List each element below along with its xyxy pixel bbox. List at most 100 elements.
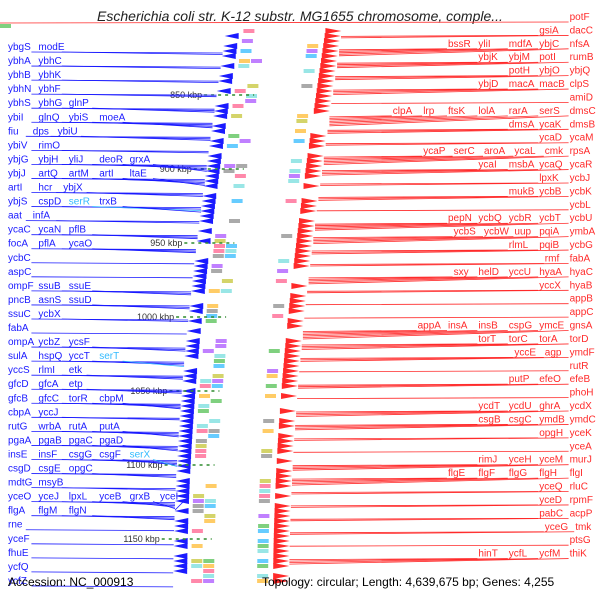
annotation-block: [290, 159, 302, 163]
gene-label-forward: thiK: [570, 549, 588, 560]
gene-label-reverse: msyB: [38, 478, 63, 489]
forward-gene-arrow: [319, 68, 336, 74]
gene-label-forward: amiD: [570, 92, 593, 103]
gene-label-forward: sxy: [454, 267, 469, 278]
kbp-tick-label: 1150 kbp: [123, 534, 159, 544]
reverse-gene-arrow: [183, 368, 198, 374]
annotation-block: [238, 64, 250, 68]
gene-label-reverse: pgaC: [69, 435, 93, 446]
gene-connector-forward: [313, 236, 514, 241]
gene-label-reverse: ybiI: [8, 112, 24, 123]
gene-connector-reverse: [31, 262, 195, 265]
gene-connector-forward: [329, 115, 478, 122]
gene-connector-reverse: [92, 459, 178, 464]
forward-gene-arrow: [284, 353, 301, 359]
gene-connector-forward: [337, 61, 539, 67]
gene-label-reverse: ybjS: [8, 197, 28, 208]
gene-connector-reverse: [122, 402, 181, 410]
gene-label-reverse: ybjJ: [8, 168, 26, 179]
gene-connector-forward: [301, 343, 508, 347]
forward-gene-arrow: [304, 173, 321, 179]
gene-connector-reverse: [92, 304, 190, 310]
gene-connector-reverse: [25, 220, 200, 222]
gene-label-forward: rumB: [570, 52, 594, 63]
annotation-block: [273, 304, 285, 308]
annotation-block: [214, 354, 226, 358]
annotation-block: [221, 279, 233, 283]
forward-gene-arrow: [295, 243, 312, 249]
gene-label-forward: flgE: [448, 468, 466, 479]
gene-label-forward: ycaM: [570, 133, 594, 144]
forward-gene-arrow: [288, 308, 305, 314]
gene-label-reverse: artI: [99, 168, 113, 179]
gene-label-reverse: ltaE: [130, 168, 148, 179]
gene-label-forward: potH: [509, 66, 530, 77]
gene-label-forward: ycaQ: [539, 160, 563, 171]
annotation-block: [215, 234, 227, 238]
gene-connector-reverse: [86, 388, 182, 394]
gene-connector-reverse: [31, 487, 176, 489]
annotation-block: [232, 104, 244, 108]
annotation-block: [265, 384, 277, 388]
annotation-block: [275, 279, 287, 283]
gene-label-forward: ycbB: [539, 186, 562, 197]
annotation-block: [205, 319, 217, 323]
forward-gene-arrow: [277, 448, 294, 454]
gene-label-reverse: opgC: [69, 464, 93, 475]
gene-connector-reverse: [92, 501, 176, 506]
reverse-gene-arrow: [176, 468, 191, 474]
reverse-gene-arrow: [187, 318, 202, 324]
forward-gene-arrow: [305, 168, 322, 174]
gene-label-forward: mdfA: [509, 39, 533, 50]
annotation-block: [259, 494, 271, 498]
gene-connector-reverse: [92, 473, 177, 478]
reverse-gene-arrow: [175, 483, 190, 489]
gene-connector-reverse: [122, 178, 205, 185]
reverse-gene-arrow: [174, 518, 189, 524]
forward-gene-arrow: [282, 373, 299, 379]
gene-connector-forward: [296, 410, 539, 416]
gene-label-forward: ybjC: [539, 39, 559, 50]
gene-label-forward: potF: [570, 12, 590, 23]
gene-connector-reverse: [122, 121, 213, 129]
gene-label-reverse: ompA: [8, 337, 34, 348]
gene-label-forward: uup: [514, 227, 531, 238]
gene-label-forward: ycbS: [454, 227, 477, 238]
forward-gene-arrow: [308, 143, 325, 149]
gene-connector-forward: [291, 477, 569, 486]
gene-connector-reverse: [152, 178, 205, 186]
gene-label-forward: yceQ: [539, 482, 563, 493]
annotation-block: [0, 24, 11, 28]
forward-gene-arrow: [290, 293, 307, 299]
gene-connector-reverse: [174, 501, 184, 511]
gene-label-reverse: ybhF: [38, 84, 60, 95]
reverse-gene-arrow: [173, 563, 188, 569]
gene-connector-forward: [340, 35, 539, 37]
gene-connector-forward: [337, 61, 478, 64]
gene-connector-forward: [292, 464, 478, 467]
gene-connector-forward: [314, 222, 539, 230]
forward-gene-arrow: [313, 108, 330, 114]
reverse-gene-arrow: [180, 403, 195, 409]
forward-gene-arrow: [306, 158, 323, 164]
annotation-block: [295, 129, 306, 133]
gene-label-reverse: rlmI: [38, 365, 55, 376]
gene-connector-forward: [308, 276, 569, 285]
gene-label-forward: cmk: [545, 146, 564, 157]
gene-connector-forward: [314, 222, 569, 231]
gene-label-forward: ycdU: [509, 401, 532, 412]
reverse-gene-arrow: [203, 183, 218, 189]
gene-connector-reverse: [31, 571, 174, 574]
gene-label-reverse: ybjG: [8, 154, 29, 165]
forward-gene-arrow: [274, 503, 291, 509]
gene-label-forward: ycbU: [570, 213, 593, 224]
gene-connector-forward: [296, 410, 569, 417]
reverse-gene-arrow: [214, 103, 229, 109]
annotation-block: [204, 514, 216, 518]
gene-connector-forward: [321, 169, 478, 171]
gene-connector-forward: [313, 236, 569, 244]
reverse-gene-arrow: [213, 113, 228, 119]
reverse-gene-arrow: [176, 463, 191, 469]
gene-label-forward: appA: [418, 321, 442, 332]
